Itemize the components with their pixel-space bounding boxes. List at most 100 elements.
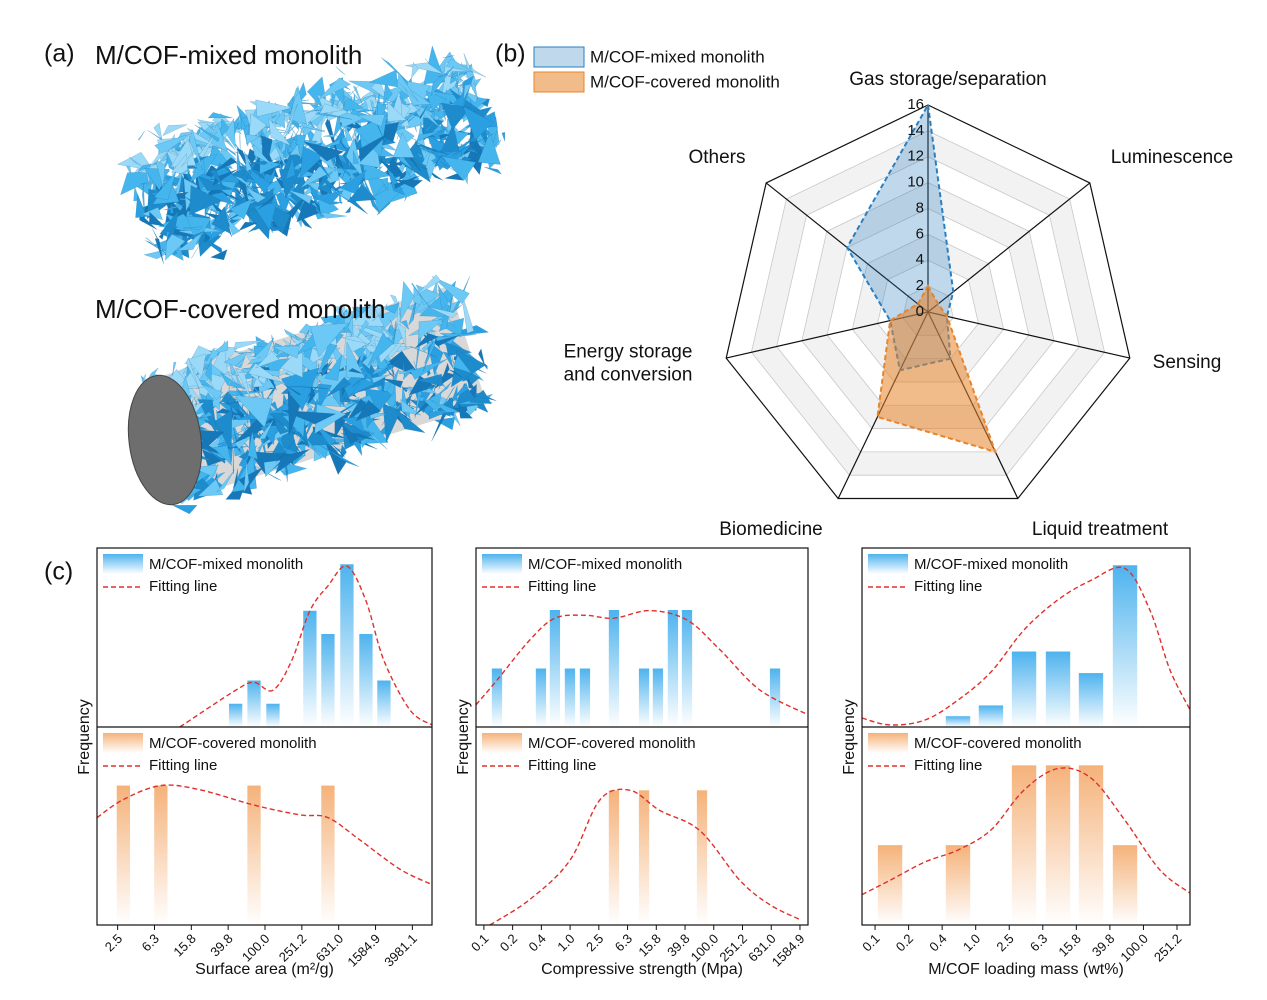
monolith-facet	[318, 383, 333, 411]
monolith-facet	[218, 402, 249, 429]
monolith-facet	[431, 276, 470, 305]
monolith-facet	[320, 211, 347, 219]
axis-label: Biomedicine	[719, 519, 823, 540]
x-tick-label: 39.8	[207, 931, 236, 960]
x-tick-label: 15.8	[635, 931, 664, 960]
legend-label: Fitting line	[528, 757, 596, 774]
axis-label: Luminescence	[1111, 147, 1234, 168]
monolith-facet	[434, 417, 455, 431]
monolith-facet	[240, 118, 247, 131]
monolith-facet	[361, 86, 378, 117]
monolith-facet	[452, 133, 494, 156]
x-tick-label: 1.0	[960, 931, 983, 954]
legend-label: Fitting line	[149, 578, 217, 595]
monolith-facet	[268, 117, 291, 146]
bar	[564, 668, 576, 727]
r-tick-label: 12	[907, 148, 924, 165]
bar	[247, 680, 261, 727]
monolith-facet	[191, 239, 203, 259]
bar	[1045, 651, 1071, 727]
monolith-facet	[453, 354, 472, 374]
monolith-facet	[416, 142, 439, 154]
monolith-facet	[339, 169, 367, 194]
monolith-facet	[166, 225, 179, 243]
monolith-facet	[216, 469, 235, 493]
monolith-facet	[416, 373, 443, 386]
monolith-facet	[420, 147, 445, 160]
monolith-facet	[501, 132, 506, 142]
bar	[1045, 765, 1071, 925]
monolith-facet	[233, 175, 258, 193]
axis-label: Others	[688, 147, 745, 168]
monolith-facet	[239, 131, 241, 155]
monolith-facet	[409, 346, 437, 358]
monolith-facet	[467, 378, 476, 390]
legend-label: Fitting line	[528, 578, 596, 595]
monolith-facet	[234, 395, 273, 428]
monolith-facet	[414, 126, 417, 133]
monolith-facet	[356, 114, 386, 127]
monolith-facet	[300, 166, 339, 189]
legend-label: Fitting line	[149, 757, 217, 774]
monolith-facet	[416, 152, 424, 159]
legend-swatch	[103, 733, 143, 753]
monolith-facet	[165, 231, 186, 261]
monolith-facet	[325, 115, 340, 160]
x-tick-label: 100.0	[688, 931, 722, 965]
legend-label: M/COF-covered monolith	[149, 735, 317, 752]
x-axis-label: Surface area (m²/g)	[195, 961, 334, 978]
x-tick-label: 15.8	[170, 931, 199, 960]
monolith-facet	[344, 205, 351, 214]
monolith-facet	[441, 103, 471, 130]
x-tick-label: 631.0	[313, 931, 347, 965]
monolith-facet	[288, 194, 308, 219]
monolith-facet	[145, 237, 162, 251]
bar	[303, 610, 317, 727]
monolith-facet	[478, 348, 485, 366]
monolith-facet	[477, 131, 501, 165]
x-tick-label: 0.1	[859, 931, 882, 954]
monolith-facet	[397, 370, 410, 375]
monolith-facet	[370, 99, 374, 115]
bar	[1112, 845, 1138, 925]
x-tick-label: 251.2	[1151, 931, 1185, 965]
monolith-facet	[245, 134, 261, 145]
monolith-facet	[154, 238, 164, 264]
monolith-facet	[230, 364, 242, 377]
monolith-facet	[185, 357, 199, 388]
monolith-facet	[425, 117, 441, 132]
legend-label: Fitting line	[914, 578, 982, 595]
axis-label: Gas storage/separation	[849, 69, 1047, 90]
monolith-facet	[442, 55, 455, 59]
monolith-facet	[189, 185, 223, 216]
monolith-facet	[439, 317, 465, 338]
panel-label: (a)	[44, 40, 75, 68]
x-tick-label: 1.0	[554, 931, 577, 954]
monolith-facet	[307, 386, 316, 405]
bar	[549, 610, 561, 727]
monolith-facet	[367, 333, 394, 367]
monolith-facet	[387, 101, 407, 122]
monolith-facet	[194, 124, 220, 142]
bar	[377, 680, 391, 727]
monolith-facet	[428, 306, 458, 319]
monolith-facet	[142, 184, 145, 216]
monolith-facet	[227, 218, 241, 236]
monolith-facet	[253, 143, 273, 166]
fit-line	[476, 609, 808, 716]
monolith-facet	[323, 134, 336, 138]
monolith-facet	[472, 392, 497, 401]
monolith-facet	[310, 202, 319, 209]
monolith-facet	[247, 337, 275, 365]
bar	[978, 705, 1004, 727]
monolith-facet	[399, 280, 415, 323]
axis-label: Sensing	[1153, 352, 1222, 373]
x-tick-label: 251.2	[716, 931, 750, 965]
bar	[1078, 765, 1104, 925]
monolith-facet	[187, 353, 206, 378]
monolith-facet	[442, 351, 454, 369]
monolith-facet	[440, 123, 460, 153]
monolith-facet	[416, 130, 442, 143]
monolith-facet	[303, 141, 345, 162]
monolith-facet	[484, 166, 502, 175]
